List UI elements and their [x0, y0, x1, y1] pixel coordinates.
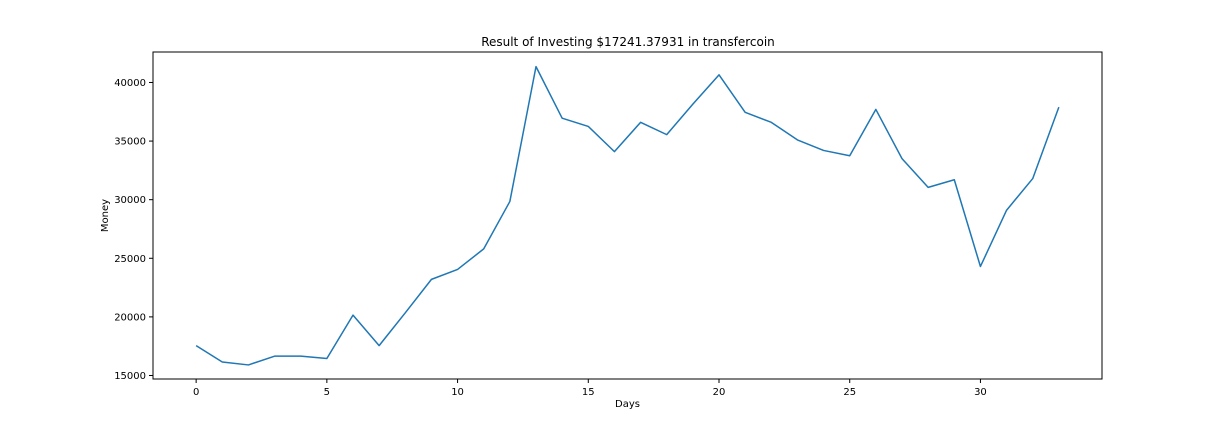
x-tick-label: 5 [324, 387, 330, 398]
y-tick-label: 35000 [114, 137, 146, 148]
y-axis: 15000 20000 25000 30000 35000 40000 [114, 78, 153, 382]
series-line [195, 65, 1060, 366]
plot-frame [152, 51, 1103, 380]
y-tick-label: 40000 [114, 78, 146, 89]
x-tick-label: 20 [713, 387, 726, 398]
x-tick-label: 30 [974, 387, 987, 398]
y-axis-label: Money [100, 199, 111, 232]
x-axis-label: Days [615, 399, 640, 410]
x-axis: 0 5 10 15 20 25 30 [193, 379, 987, 398]
y-tick-label: 25000 [114, 254, 146, 265]
x-tick-label: 0 [193, 387, 199, 398]
x-tick-label: 10 [451, 387, 464, 398]
y-tick-label: 15000 [114, 371, 146, 382]
chart-title: Result of Investing $17241.37931 in tran… [481, 35, 775, 49]
y-tick-label: 30000 [114, 195, 146, 206]
x-tick-label: 25 [843, 387, 856, 398]
x-tick-label: 15 [582, 387, 595, 398]
y-tick-label: 20000 [114, 312, 146, 323]
